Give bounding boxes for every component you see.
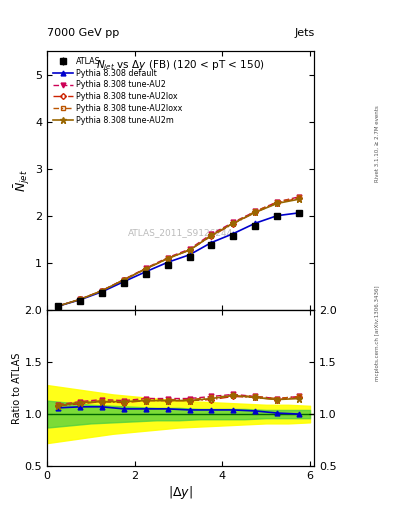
Pythia 8.308 tune-AU2loxx: [209, 232, 214, 238]
Pythia 8.308 tune-AU2: [253, 208, 258, 215]
Pythia 8.308 tune-AU2m: [165, 255, 170, 262]
Pythia 8.308 tune-AU2m: [143, 266, 148, 272]
Pythia 8.308 default: [99, 289, 104, 295]
Pythia 8.308 tune-AU2loxx: [187, 247, 192, 253]
Pythia 8.308 tune-AU2m: [56, 303, 61, 309]
Pythia 8.308 tune-AU2loxx: [56, 303, 61, 309]
Pythia 8.308 tune-AU2lox: [275, 200, 279, 206]
Pythia 8.308 default: [297, 210, 301, 216]
Pythia 8.308 tune-AU2: [209, 231, 214, 237]
Pythia 8.308 default: [253, 220, 258, 226]
Line: Pythia 8.308 default: Pythia 8.308 default: [56, 210, 301, 309]
Pythia 8.308 tune-AU2loxx: [165, 255, 170, 262]
Pythia 8.308 tune-AU2: [275, 199, 279, 205]
Pythia 8.308 default: [165, 259, 170, 265]
Line: Pythia 8.308 tune-AU2: Pythia 8.308 tune-AU2: [56, 195, 301, 308]
Pythia 8.308 tune-AU2loxx: [121, 277, 126, 283]
Pythia 8.308 tune-AU2: [78, 296, 83, 303]
Pythia 8.308 tune-AU2m: [209, 232, 214, 239]
Pythia 8.308 tune-AU2lox: [99, 288, 104, 294]
Pythia 8.308 tune-AU2lox: [56, 303, 61, 309]
Pythia 8.308 tune-AU2lox: [297, 195, 301, 201]
Pythia 8.308 tune-AU2: [99, 288, 104, 294]
Pythia 8.308 tune-AU2loxx: [275, 199, 279, 205]
Pythia 8.308 tune-AU2lox: [78, 296, 83, 303]
Pythia 8.308 tune-AU2loxx: [253, 208, 258, 215]
Pythia 8.308 tune-AU2loxx: [78, 296, 83, 303]
Pythia 8.308 tune-AU2: [143, 265, 148, 271]
Pythia 8.308 tune-AU2loxx: [231, 220, 236, 226]
Pythia 8.308 tune-AU2m: [275, 200, 279, 206]
Text: Jets: Jets: [294, 28, 314, 38]
Pythia 8.308 default: [209, 240, 214, 246]
Text: 7000 GeV pp: 7000 GeV pp: [47, 28, 119, 38]
Legend: ATLAS, Pythia 8.308 default, Pythia 8.308 tune-AU2, Pythia 8.308 tune-AU2lox, Py: ATLAS, Pythia 8.308 default, Pythia 8.30…: [50, 54, 186, 128]
Pythia 8.308 default: [231, 230, 236, 237]
Pythia 8.308 tune-AU2m: [187, 247, 192, 253]
Line: Pythia 8.308 tune-AU2m: Pythia 8.308 tune-AU2m: [55, 196, 302, 309]
Y-axis label: Ratio to ATLAS: Ratio to ATLAS: [12, 352, 22, 424]
Text: Rivet 3.1.10, ≥ 2.7M events: Rivet 3.1.10, ≥ 2.7M events: [375, 105, 380, 182]
Pythia 8.308 default: [121, 279, 126, 285]
Pythia 8.308 default: [143, 269, 148, 275]
Pythia 8.308 tune-AU2m: [78, 296, 83, 303]
Pythia 8.308 tune-AU2lox: [253, 209, 258, 216]
Pythia 8.308 default: [78, 297, 83, 303]
Pythia 8.308 tune-AU2loxx: [99, 288, 104, 294]
Pythia 8.308 tune-AU2lox: [187, 247, 192, 253]
Pythia 8.308 tune-AU2loxx: [297, 194, 301, 200]
Pythia 8.308 default: [275, 212, 279, 219]
Pythia 8.308 default: [56, 303, 61, 309]
Pythia 8.308 tune-AU2: [165, 254, 170, 261]
Pythia 8.308 tune-AU2m: [231, 220, 236, 226]
Pythia 8.308 tune-AU2: [187, 246, 192, 252]
Pythia 8.308 tune-AU2m: [99, 288, 104, 294]
Pythia 8.308 tune-AU2m: [297, 196, 301, 202]
Pythia 8.308 tune-AU2m: [121, 277, 126, 283]
Line: Pythia 8.308 tune-AU2loxx: Pythia 8.308 tune-AU2loxx: [56, 195, 301, 308]
Line: Pythia 8.308 tune-AU2lox: Pythia 8.308 tune-AU2lox: [56, 196, 301, 308]
Pythia 8.308 tune-AU2m: [253, 209, 258, 216]
Pythia 8.308 tune-AU2lox: [209, 233, 214, 239]
Text: mcplots.cern.ch [arXiv:1306.3436]: mcplots.cern.ch [arXiv:1306.3436]: [375, 285, 380, 380]
Pythia 8.308 tune-AU2: [121, 276, 126, 283]
Pythia 8.308 default: [187, 252, 192, 258]
Pythia 8.308 tune-AU2: [56, 303, 61, 309]
Text: $N_{jet}$ vs $\Delta y$ (FB) (120 < pT < 150): $N_{jet}$ vs $\Delta y$ (FB) (120 < pT <…: [96, 59, 265, 73]
Pythia 8.308 tune-AU2lox: [231, 221, 236, 227]
Pythia 8.308 tune-AU2lox: [143, 266, 148, 272]
X-axis label: $|\Delta y|$: $|\Delta y|$: [168, 483, 193, 501]
Pythia 8.308 tune-AU2lox: [165, 255, 170, 262]
Pythia 8.308 tune-AU2lox: [121, 277, 126, 283]
Pythia 8.308 tune-AU2: [297, 194, 301, 200]
Pythia 8.308 tune-AU2: [231, 219, 236, 225]
Y-axis label: $\bar{N}_{jet}$: $\bar{N}_{jet}$: [13, 169, 32, 193]
Pythia 8.308 tune-AU2loxx: [143, 266, 148, 272]
Text: ATLAS_2011_S9126244: ATLAS_2011_S9126244: [128, 228, 233, 237]
